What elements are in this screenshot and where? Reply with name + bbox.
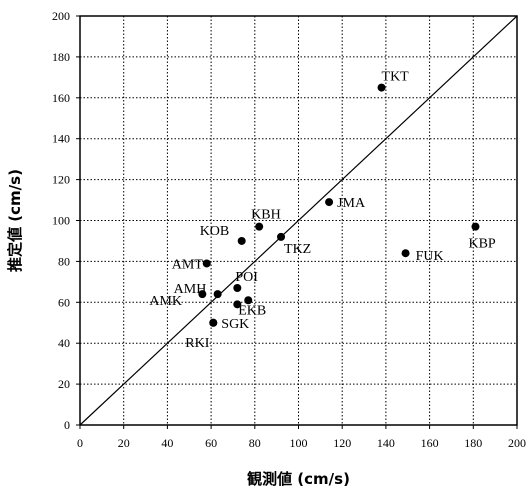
data-point-amh (213, 290, 222, 299)
point-label-fuk: FUK (416, 249, 444, 264)
data-point-tkz (277, 232, 286, 241)
point-label-kob: KOB (200, 224, 230, 239)
x-tick-label: 80 (249, 436, 261, 450)
data-point-kob (237, 236, 246, 245)
data-point-amk (198, 290, 207, 299)
x-tick-label: 0 (77, 436, 83, 450)
data-point-kbp (471, 222, 480, 231)
x-tick-label: 200 (508, 436, 526, 450)
point-label-amh: AMH (174, 282, 207, 297)
data-point-rki (209, 318, 218, 327)
x-tick-label: 120 (333, 436, 351, 450)
point-label-ekb: EKB (238, 303, 266, 318)
point-label-amk: AMK (149, 294, 182, 309)
data-point-poi (233, 283, 242, 292)
tick-labels: 0 20 40 60 80 100 120 140 160 180 200 0 20 40 60 80 100 1… (52, 9, 526, 450)
point-label-amt: AMT (172, 257, 204, 272)
y-axis-title: 推定値 (cm/s) (6, 169, 24, 272)
x-tick-label: 60 (205, 436, 217, 450)
x-tick-label: 40 (161, 436, 173, 450)
y-tick-label: 60 (58, 295, 70, 309)
data-point-jma (325, 198, 334, 207)
point-label-sgk: SGK (221, 317, 249, 332)
data-point-ekb (244, 296, 253, 305)
x-axis-title: 観測値 (cm/s) (247, 470, 350, 488)
point-label-kbp: KBP (468, 237, 495, 252)
y-tick-label: 160 (52, 91, 70, 105)
grid-lines (80, 16, 517, 425)
x-tick-label: 180 (464, 436, 482, 450)
y-tick-label: 100 (52, 214, 70, 228)
point-label-jma: JMA (337, 196, 366, 211)
x-tick-label: 20 (118, 436, 130, 450)
y-tick-label: 180 (52, 50, 70, 64)
x-tick-label: 140 (377, 436, 395, 450)
y-tick-label: 40 (58, 336, 70, 350)
point-label-tkz: TKZ (284, 242, 311, 257)
y-tick-label: 140 (52, 132, 70, 146)
point-label-rki: RKI (185, 336, 209, 351)
y-tick-label: 80 (58, 254, 70, 268)
y-tick-label: 200 (52, 9, 70, 23)
y-tick-label: 0 (64, 418, 70, 432)
y-tick-label: 120 (52, 173, 70, 187)
point-label-poi: POI (235, 270, 258, 285)
data-point (233, 300, 242, 309)
x-tick-label: 100 (290, 436, 308, 450)
data-point-kbh (255, 222, 264, 231)
point-label-kbh: KBH (251, 208, 281, 223)
point-label-tkt: TKT (382, 70, 410, 85)
reference-line-y-equals-x (79, 15, 518, 426)
data-point-fuk (401, 249, 410, 258)
data-point-tkt (377, 83, 386, 92)
data-point-amt (202, 259, 211, 268)
y-tick-label: 20 (58, 377, 70, 391)
x-tick-label: 160 (421, 436, 439, 450)
